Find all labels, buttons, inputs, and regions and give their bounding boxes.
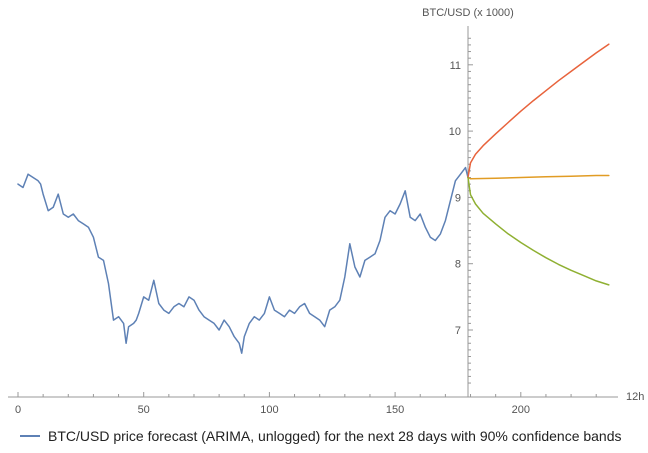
chart: 0 50 100 150 200 7 8 9 10 11 BTC/USD (x 1000) 12h [8, 7, 644, 416]
x-tick-label: 50 [138, 404, 150, 416]
y-tick-label: 11 [450, 60, 461, 72]
x-tick-label: 200 [512, 404, 530, 416]
y-tick-label: 7 [455, 325, 461, 337]
y-axis-title: BTC/USD (x 1000) [422, 7, 514, 19]
y-tick-label: 10 [449, 126, 461, 138]
y-tick-label: 9 [455, 192, 461, 204]
y-tick-label: 8 [455, 259, 461, 271]
legend: BTC/USD price forecast (ARIMA, unlogged)… [20, 426, 622, 446]
legend-swatch-history [20, 435, 40, 437]
x-tick-label: 150 [386, 404, 404, 416]
x-axis-title: 12h [626, 391, 644, 403]
legend-label: BTC/USD price forecast (ARIMA, unlogged)… [48, 428, 622, 444]
axes: 0 50 100 150 200 7 8 9 10 11 [8, 26, 618, 416]
series-history-line [17, 166, 469, 354]
x-tick-label: 100 [260, 404, 278, 416]
series-upper-band-line [467, 43, 610, 179]
series-lower-band-line [467, 176, 610, 286]
series-forecast-line [467, 174, 610, 180]
series-layer [17, 43, 610, 354]
x-tick-label: 0 [15, 404, 21, 416]
